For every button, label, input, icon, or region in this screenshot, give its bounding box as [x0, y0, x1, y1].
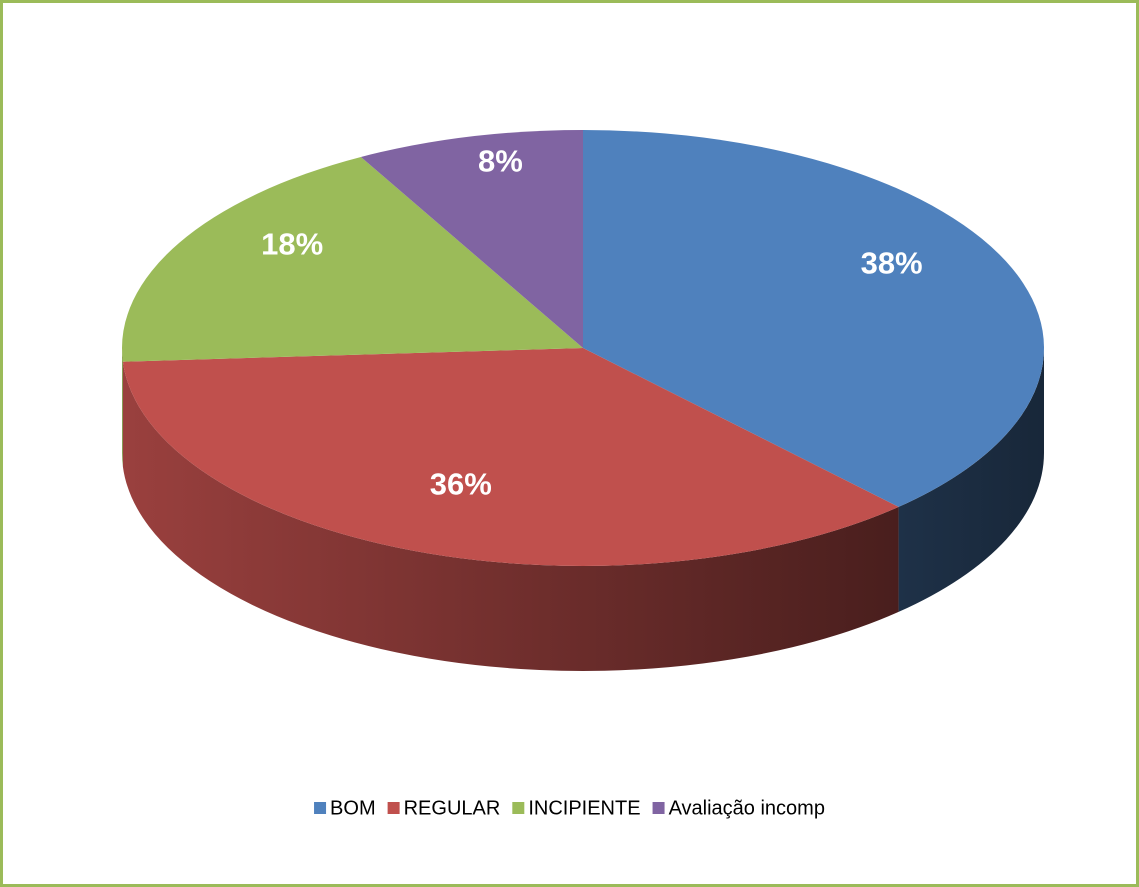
legend-label: REGULAR: [404, 797, 501, 819]
pie-slice: [583, 130, 1044, 507]
pie-side: [898, 348, 1044, 612]
data-label: 38%: [861, 246, 923, 281]
data-label: 18%: [261, 226, 323, 261]
pie-slice: [360, 130, 583, 348]
pie-side: [122, 348, 123, 467]
legend-swatch: [652, 802, 665, 814]
legend-label: INCIPIENTE: [528, 797, 640, 819]
legend-swatch: [387, 802, 400, 814]
legend-swatch: [512, 802, 525, 814]
data-label: 36%: [430, 466, 492, 501]
pie-side: [122, 361, 899, 672]
legend-label: BOM: [330, 797, 376, 819]
data-label: 8%: [478, 143, 523, 178]
legend-swatch: [314, 802, 327, 814]
pie-slice: [121, 156, 583, 362]
legend-label: Avaliação incomp: [669, 797, 825, 819]
pie-slice: [122, 348, 899, 566]
